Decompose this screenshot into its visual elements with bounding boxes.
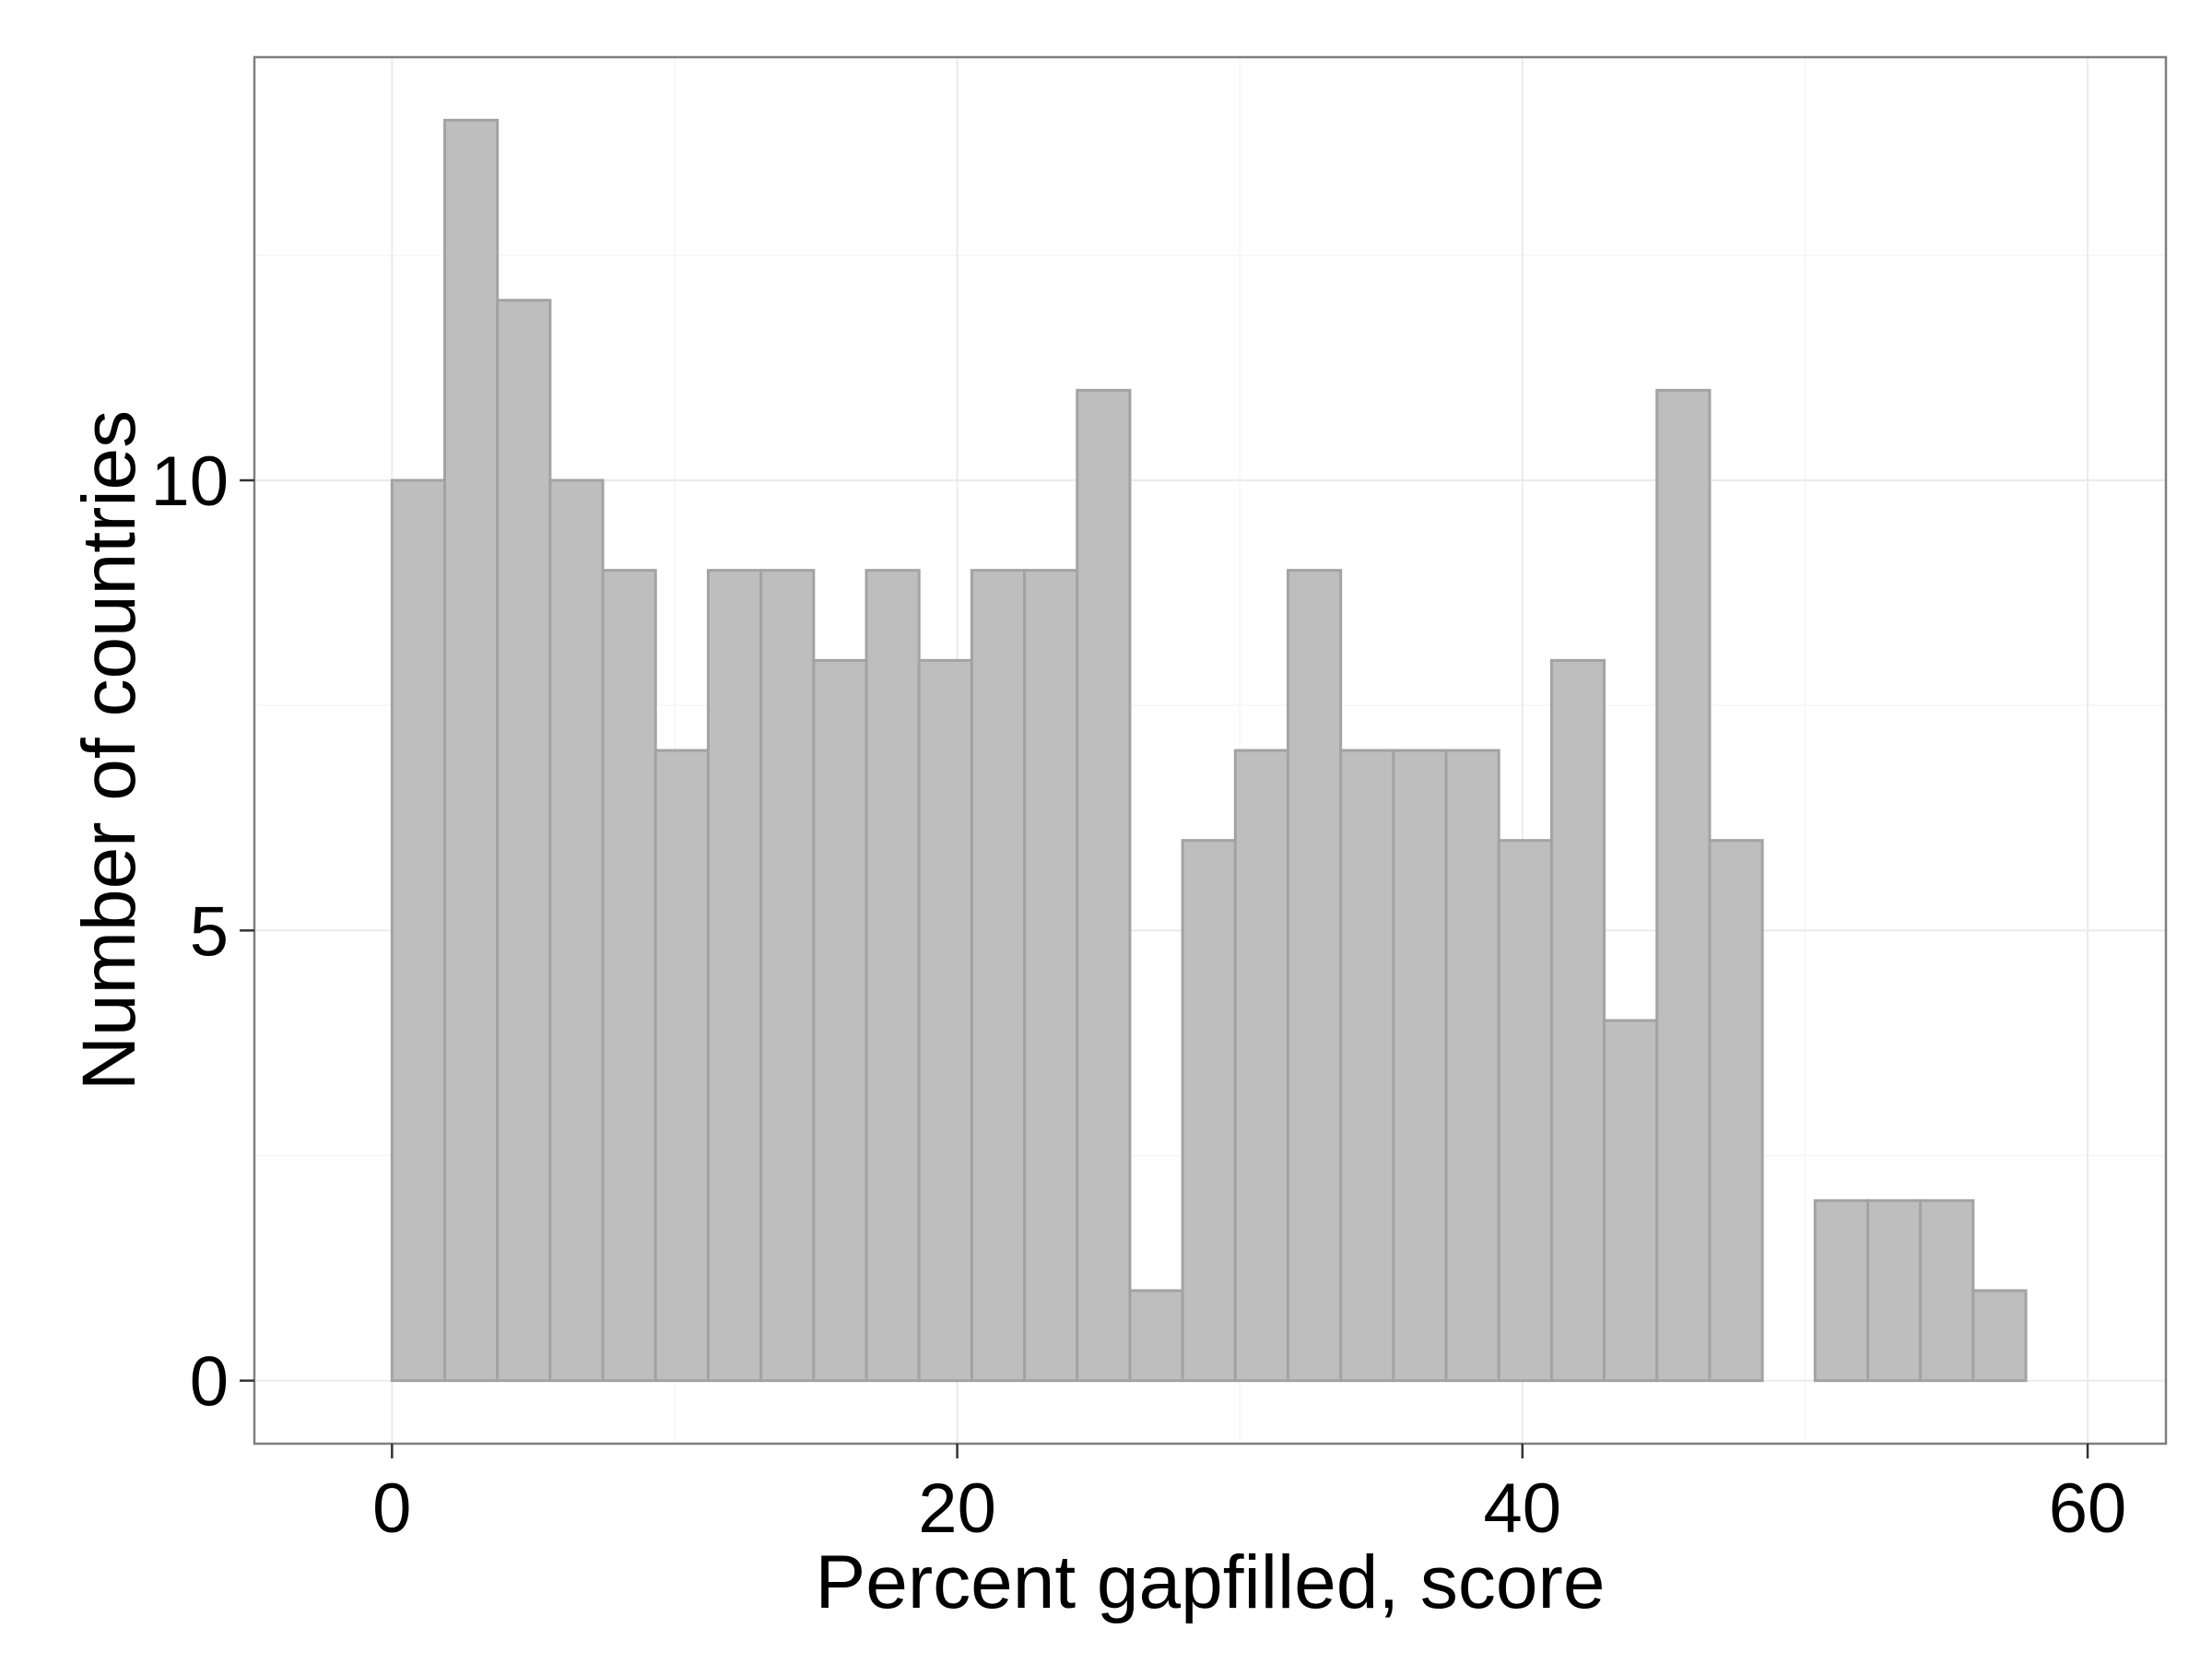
x-axis: 0 20 40 60 bbox=[372, 1444, 2126, 1548]
histogram-bar bbox=[970, 569, 1027, 1383]
histogram-bar bbox=[1444, 749, 1500, 1383]
histogram-bar bbox=[1181, 839, 1237, 1383]
y-tick-label: 0 bbox=[190, 1343, 229, 1422]
histogram-bar bbox=[706, 569, 763, 1383]
histogram-bar bbox=[601, 569, 657, 1383]
histogram-bar bbox=[1655, 388, 1712, 1383]
x-tick-label: 40 bbox=[1484, 1469, 1562, 1548]
y-tick-label: 5 bbox=[190, 892, 229, 971]
histogram-bar bbox=[1497, 839, 1553, 1383]
histogram-bar bbox=[1023, 569, 1079, 1383]
histogram-bar bbox=[1919, 1198, 1975, 1383]
histogram-bar bbox=[653, 749, 710, 1383]
histogram-bar bbox=[812, 658, 868, 1383]
histogram-bar bbox=[1813, 1198, 1870, 1383]
x-tick-label: 60 bbox=[2049, 1469, 2127, 1548]
histogram-bar bbox=[1076, 388, 1132, 1383]
histogram-bar bbox=[1866, 1198, 1923, 1383]
y-axis: 0 5 10 bbox=[150, 443, 254, 1422]
x-axis-title: Percent gapfilled, score bbox=[816, 1540, 1606, 1624]
histogram-bar bbox=[443, 118, 500, 1383]
histogram-bar bbox=[917, 658, 973, 1383]
histogram-bar bbox=[1549, 658, 1606, 1383]
histogram-bar bbox=[1233, 749, 1289, 1383]
histogram-bar bbox=[1708, 839, 1764, 1383]
y-tick-label: 10 bbox=[150, 443, 229, 521]
x-tick-label: 20 bbox=[918, 1469, 996, 1548]
x-tick-label: 0 bbox=[372, 1469, 411, 1548]
histogram-bar bbox=[1128, 1289, 1184, 1383]
histogram-bar bbox=[1339, 749, 1395, 1383]
histogram-bar bbox=[1286, 569, 1343, 1383]
histogram-bar bbox=[1603, 1019, 1659, 1383]
y-axis-title: Number of countries bbox=[67, 410, 151, 1091]
histogram-bar bbox=[759, 569, 816, 1383]
histogram-bar bbox=[1971, 1289, 2028, 1383]
histogram-bar bbox=[390, 478, 447, 1383]
histogram-bar bbox=[865, 569, 921, 1383]
histogram-bar bbox=[496, 299, 552, 1383]
histogram-bar bbox=[1392, 749, 1448, 1383]
histogram-bars bbox=[390, 118, 2028, 1383]
histogram-bar bbox=[548, 478, 605, 1383]
panel-border bbox=[253, 55, 2168, 1446]
